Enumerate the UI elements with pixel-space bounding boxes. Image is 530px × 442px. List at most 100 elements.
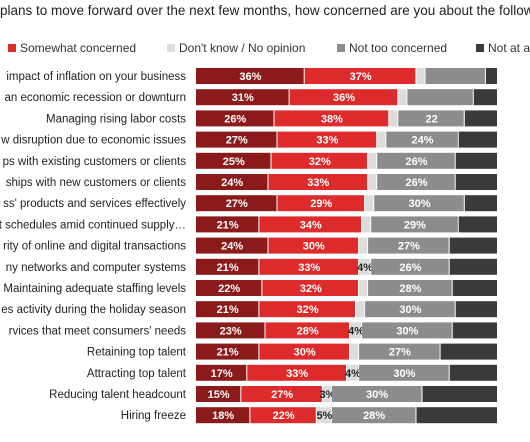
- data-label: 5%: [316, 410, 332, 422]
- bar-segment: [196, 89, 289, 106]
- data-label: 3%: [319, 389, 335, 401]
- data-label: 15%: [208, 389, 230, 401]
- bar-segment: [485, 68, 497, 84]
- category-label: w disruption due to economic issues: [0, 135, 186, 147]
- bar-segment: [398, 110, 464, 127]
- data-label: 28%: [363, 410, 385, 422]
- bar-segment: [452, 322, 497, 339]
- bar-segment: [196, 364, 247, 381]
- data-label: 21%: [217, 304, 239, 316]
- data-label: 30%: [303, 241, 325, 253]
- bar-segment: [449, 237, 497, 254]
- category-label: ps with existing customers or clients: [3, 156, 187, 168]
- data-label: 27%: [389, 347, 411, 359]
- data-label: 4%: [345, 368, 361, 380]
- category-label: ny networks and computer systems: [6, 262, 186, 274]
- data-label: 29%: [310, 198, 332, 210]
- legend-item-3: Not too concerned: [337, 41, 447, 55]
- bar-segment: [449, 364, 497, 381]
- legend-item-1: Somewhat concerned: [8, 41, 136, 55]
- bar-segment: [368, 280, 452, 296]
- data-label: 30%: [396, 325, 418, 337]
- data-label: 31%: [232, 92, 254, 104]
- category-label: nt schedules amid continued supply…: [0, 219, 186, 231]
- bar-segment: [196, 110, 274, 127]
- bar-segment: [316, 407, 331, 424]
- category-label: ss' products and services effectively: [3, 198, 186, 210]
- data-label: 33%: [307, 177, 329, 189]
- data-label: 32%: [297, 304, 319, 316]
- bar-segment: [268, 174, 368, 190]
- chart-title: plans to move forward over the next few …: [0, 3, 530, 18]
- data-label: 33%: [298, 262, 320, 274]
- data-label: 30%: [366, 389, 388, 401]
- category-label: impact of inflation on your business: [6, 71, 186, 83]
- data-label: 33%: [286, 368, 308, 380]
- bar-segment: [331, 386, 422, 402]
- bar-segment: [473, 89, 497, 106]
- bar-segment: [277, 131, 377, 148]
- bar-segment: [196, 195, 277, 212]
- data-label: 4%: [357, 262, 373, 274]
- data-label: 30%: [408, 198, 430, 210]
- category-label: Maintaining adequate staffing levels: [3, 283, 186, 295]
- bar-segment: [368, 152, 377, 169]
- bar-segment: [259, 343, 349, 360]
- bar-segment: [196, 322, 265, 339]
- data-label: 34%: [300, 219, 322, 231]
- bar-segment: [196, 152, 271, 169]
- data-label: 30%: [399, 304, 421, 316]
- bar-segment: [365, 301, 455, 318]
- bar-segment: [331, 407, 416, 424]
- data-label: 36%: [333, 92, 355, 104]
- bar-segment: [196, 301, 259, 318]
- bar-segment: [377, 174, 455, 190]
- data-label: 37%: [350, 71, 372, 83]
- legend-label: Don't know / No opinion: [179, 41, 306, 55]
- data-label: 32%: [309, 156, 331, 168]
- bar-segment: [359, 237, 368, 254]
- category-label: Managing rising labor costs: [46, 113, 186, 125]
- bar-segment: [196, 343, 259, 360]
- data-label: 26%: [405, 177, 427, 189]
- data-label: 26%: [405, 156, 427, 168]
- bar-segment: [371, 258, 449, 275]
- bar-segment: [247, 364, 346, 381]
- bar-segment: [347, 364, 359, 381]
- data-label: 24%: [221, 177, 243, 189]
- data-label: 38%: [321, 113, 343, 125]
- data-label: 21%: [217, 347, 239, 359]
- legend-label: Not too concerned: [349, 41, 448, 55]
- bar-segment: [365, 195, 374, 212]
- legend-item-4: Not at all: [476, 41, 530, 55]
- bar-segment: [322, 386, 331, 402]
- bar-segment: [196, 68, 304, 84]
- bar-segment: [259, 301, 355, 318]
- category-label: ships with new customers or clients: [6, 177, 186, 189]
- bar-segment: [359, 280, 368, 296]
- data-label: 27%: [271, 389, 293, 401]
- bar-segment: [259, 216, 362, 233]
- bar-segment: [196, 174, 268, 190]
- data-label: 22: [425, 113, 437, 125]
- data-label: 22%: [218, 283, 240, 295]
- legend-item-2: Don't know / No opinion: [167, 41, 305, 55]
- data-label: 33%: [316, 135, 338, 147]
- bar-segment: [377, 131, 386, 148]
- data-label: 28%: [297, 325, 319, 337]
- data-label: 26%: [399, 262, 421, 274]
- bar-segment: [262, 280, 358, 296]
- data-label: 4%: [348, 325, 364, 337]
- bar-segment: [350, 343, 359, 360]
- data-label: 27%: [226, 135, 248, 147]
- bar-segment: [359, 343, 440, 360]
- legend-swatch: [337, 44, 345, 52]
- legend-label: Not at all: [488, 41, 530, 55]
- bar-segment: [271, 152, 368, 169]
- legend-swatch: [167, 44, 175, 52]
- bar-segment: [416, 407, 497, 424]
- bar-segment: [455, 174, 497, 190]
- bar-segment: [289, 89, 398, 106]
- data-label: 24%: [221, 241, 243, 253]
- bar-segment: [196, 131, 277, 148]
